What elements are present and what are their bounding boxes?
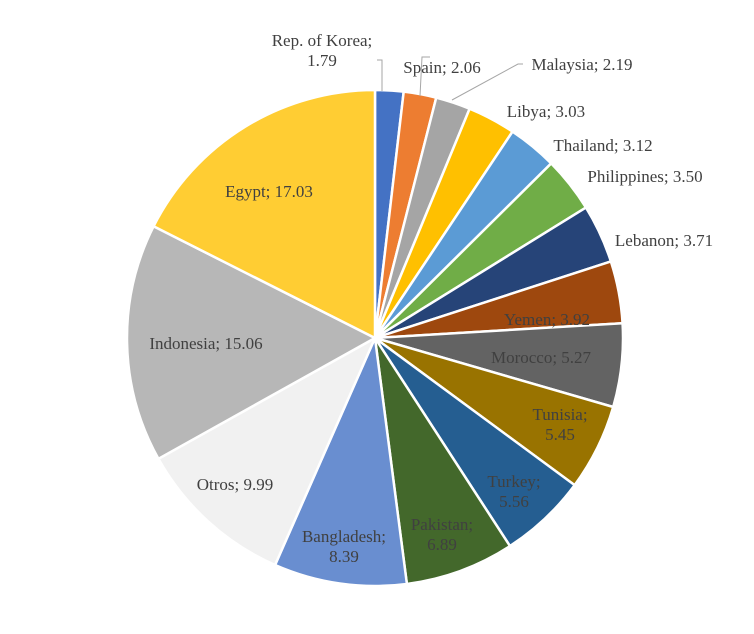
data-label-philippines: Philippines; 3.50 (587, 167, 702, 186)
data-label-bangladesh: 8.39 (329, 547, 359, 566)
data-label-pakistan: Pakistan; (411, 515, 473, 534)
data-label-lebanon: Lebanon; 3.71 (615, 231, 713, 250)
data-label-bangladesh: Bangladesh; (302, 527, 386, 546)
leader-line (419, 56, 430, 97)
data-label-turkey: Turkey; (487, 472, 540, 491)
data-label-yemen: Yemen; 3.92 (504, 310, 590, 329)
data-label-indonesia: Indonesia; 15.06 (149, 334, 262, 353)
leader-lines (377, 56, 523, 101)
pie-slice-pakistan (373, 336, 512, 586)
pie-slices (125, 88, 625, 588)
data-label-otros: Otros; 9.99 (197, 475, 274, 494)
data-label-egypt: Egypt; 17.03 (225, 182, 313, 201)
leader-line (451, 63, 523, 101)
pie-slice-otros (157, 336, 377, 567)
data-label-pakistan: 6.89 (427, 535, 457, 554)
data-label-thailand: Thailand; 3.12 (553, 136, 652, 155)
data-label-turkey: 5.56 (499, 492, 529, 511)
data-label-rep-of-korea: Rep. of Korea; (272, 31, 373, 50)
data-label-libya: Libya; 3.03 (507, 102, 585, 121)
pie-slice-bangladesh (273, 336, 409, 588)
data-labels: Rep. of Korea;1.79 Spain; 2.06 Malaysia; 2… (149, 31, 713, 566)
data-label-rep-of-korea: 1.79 (307, 51, 337, 70)
data-label-morocco: Morocco; 5.27 (491, 348, 592, 367)
data-label-malaysia: Malaysia; 2.19 (531, 55, 632, 74)
pie-slice-egypt (152, 88, 377, 340)
data-label-tunisia: Tunisia; (532, 405, 587, 424)
data-label-tunisia: 5.45 (545, 425, 575, 444)
pie-slice-indonesia (125, 225, 377, 461)
leader-line (377, 59, 383, 91)
data-label-spain: Spain; 2.06 (403, 58, 480, 77)
